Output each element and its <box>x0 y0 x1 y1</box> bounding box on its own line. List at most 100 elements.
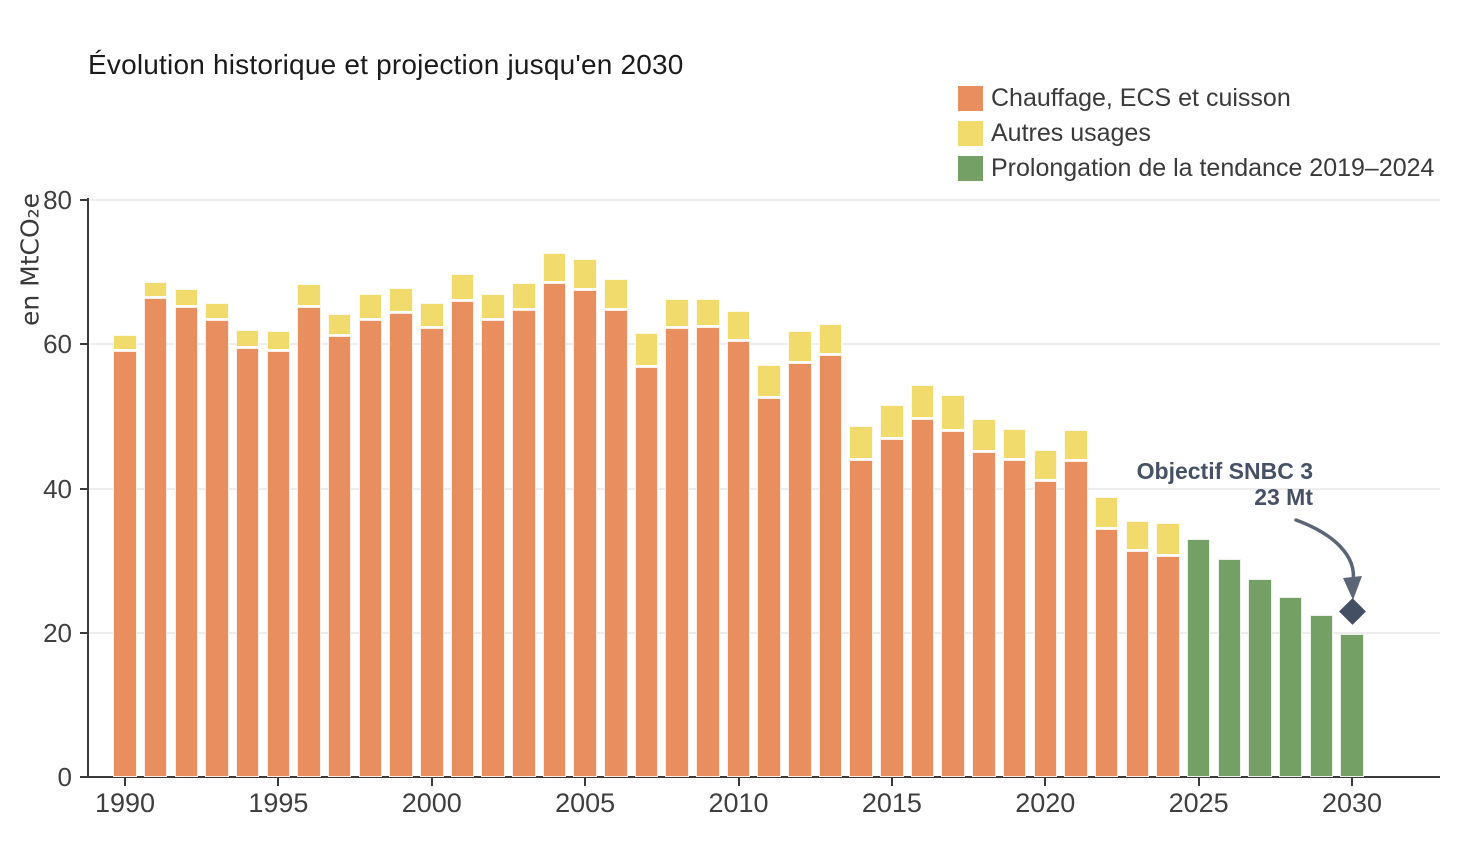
bar-chauffage-1997 <box>327 335 352 777</box>
bar-autres-usages-1993 <box>205 303 229 321</box>
bar-autres-usages-2021 <box>1064 430 1088 462</box>
bar-autres-usages-1996 <box>297 283 321 307</box>
x-tick-label-2005: 2005 <box>555 788 616 818</box>
bar-autres-usages-1995 <box>266 331 291 351</box>
chart-title: Évolution historique et projection jusqu… <box>88 49 684 80</box>
bar-prolongation-tendance-2026 <box>1217 559 1242 777</box>
bar-chauffage-1991 <box>143 298 168 777</box>
bar-autres-usages-2019 <box>1002 429 1027 461</box>
bar-chauffage-1992 <box>174 306 199 777</box>
y-tick-label-0: 0 <box>57 762 72 792</box>
x-tick-mark-2010 <box>737 778 740 786</box>
x-tick-label-2025: 2025 <box>1168 788 1229 818</box>
x-tick-mark-2000 <box>430 778 433 786</box>
bar-chauffage-2004 <box>542 282 567 777</box>
bar-chauffage-1996 <box>297 306 321 777</box>
snbc-annotation-line1: Objectif SNBC 3 <box>1136 458 1313 484</box>
x-tick-label-2000: 2000 <box>401 788 462 818</box>
bar-autres-usages-2002 <box>481 293 505 320</box>
x-tick-mark-2020 <box>1044 778 1047 786</box>
gridline-80 <box>89 199 1440 201</box>
legend-swatch-icon <box>958 156 983 181</box>
bar-chauffage-2012 <box>788 363 812 777</box>
bar-autres-usages-2010 <box>726 311 751 341</box>
bar-chauffage-2014 <box>849 459 873 777</box>
bar-chauffage-2001 <box>450 300 475 777</box>
bar-autres-usages-1992 <box>174 289 199 307</box>
bar-prolongation-tendance-2025 <box>1186 539 1211 777</box>
bar-autres-usages-2013 <box>818 324 843 356</box>
bar-autres-usages-2009 <box>696 298 720 327</box>
bar-prolongation-tendance-2029 <box>1309 615 1334 777</box>
bar-chauffage-2020 <box>1033 480 1057 777</box>
bar-autres-usages-2011 <box>757 365 781 399</box>
bar-autres-usages-2006 <box>604 279 628 311</box>
bar-chauffage-2024 <box>1156 555 1180 777</box>
legend-label: Chauffage, ECS et cuisson <box>991 84 1291 112</box>
legend: Chauffage, ECS et cuisson Autres usages Pr… <box>958 84 1435 191</box>
bar-chauffage-1998 <box>358 319 383 777</box>
legend-swatch-icon <box>958 86 983 111</box>
snbc-annotation-line2: 23 Mt <box>1254 484 1313 511</box>
bar-autres-usages-2016 <box>910 384 935 419</box>
bar-autres-usages-2000 <box>420 303 444 329</box>
legend-item-1: Autres usages <box>958 119 1434 147</box>
bar-chauffage-2000 <box>420 328 444 777</box>
legend-item-0: Chauffage, ECS et cuisson <box>958 84 1434 112</box>
bar-prolongation-tendance-2030 <box>1340 634 1364 777</box>
bar-autres-usages-2012 <box>788 330 812 364</box>
bar-autres-usages-1994 <box>235 329 260 348</box>
bar-autres-usages-2024 <box>1156 523 1180 556</box>
bar-chauffage-2023 <box>1125 551 1150 777</box>
x-tick-label-2020: 2020 <box>1015 788 1076 818</box>
bar-autres-usages-2014 <box>849 426 873 460</box>
bar-autres-usages-1999 <box>389 288 413 313</box>
x-tick-label-2015: 2015 <box>861 788 922 818</box>
bar-chauffage-1994 <box>235 347 260 777</box>
bar-autres-usages-2005 <box>573 259 597 291</box>
x-tick-mark-2030 <box>1351 778 1353 786</box>
bar-chauffage-2002 <box>481 319 505 777</box>
x-tick-mark-1995 <box>277 778 280 786</box>
bar-chauffage-2006 <box>604 310 628 777</box>
y-tick-mark-20 <box>80 631 88 634</box>
bar-autres-usages-2001 <box>450 274 475 301</box>
bar-chauffage-2009 <box>696 326 720 777</box>
y-tick-mark-60 <box>80 343 88 346</box>
bar-chauffage-2010 <box>726 340 751 777</box>
x-tick-mark-2015 <box>890 778 893 786</box>
bar-autres-usages-2003 <box>512 282 536 310</box>
bar-autres-usages-1991 <box>143 281 168 299</box>
y-axis-line <box>87 198 89 778</box>
x-axis-line <box>87 776 1440 778</box>
legend-label: Prolongation de la tendance 2019–2024 <box>991 154 1435 182</box>
bar-chauffage-2021 <box>1064 461 1088 777</box>
bar-prolongation-tendance-2027 <box>1248 578 1272 777</box>
legend-swatch-icon <box>958 121 983 146</box>
bar-chauffage-2003 <box>512 309 536 777</box>
bar-chauffage-1999 <box>389 312 413 777</box>
bar-autres-usages-2020 <box>1033 449 1057 481</box>
gridline-60 <box>89 343 1440 346</box>
plot-area <box>89 185 1440 777</box>
bar-chauffage-2013 <box>818 355 843 777</box>
bar-autres-usages-2023 <box>1125 520 1150 552</box>
bar-autres-usages-1998 <box>358 293 383 320</box>
x-tick-label-2010: 2010 <box>708 788 769 818</box>
bar-chauffage-1993 <box>205 320 229 777</box>
bar-autres-usages-2018 <box>972 418 996 453</box>
y-tick-label-20: 20 <box>43 617 72 648</box>
bar-autres-usages-2008 <box>665 298 689 328</box>
bar-chauffage-2017 <box>941 430 965 777</box>
y-tick-label-40: 40 <box>43 473 72 504</box>
bar-autres-usages-2007 <box>634 333 659 367</box>
bar-autres-usages-1997 <box>327 313 352 336</box>
bar-autres-usages-2015 <box>880 404 904 440</box>
snbc-annotation: Objectif SNBC 3 23 Mt <box>1137 458 1313 511</box>
y-tick-mark-40 <box>80 487 88 490</box>
bar-autres-usages-1990 <box>113 334 137 352</box>
bar-chauffage-2022 <box>1094 528 1119 777</box>
y-tick-mark-80 <box>80 199 88 201</box>
legend-label: Autres usages <box>991 119 1151 147</box>
bar-chauffage-1995 <box>266 350 291 777</box>
